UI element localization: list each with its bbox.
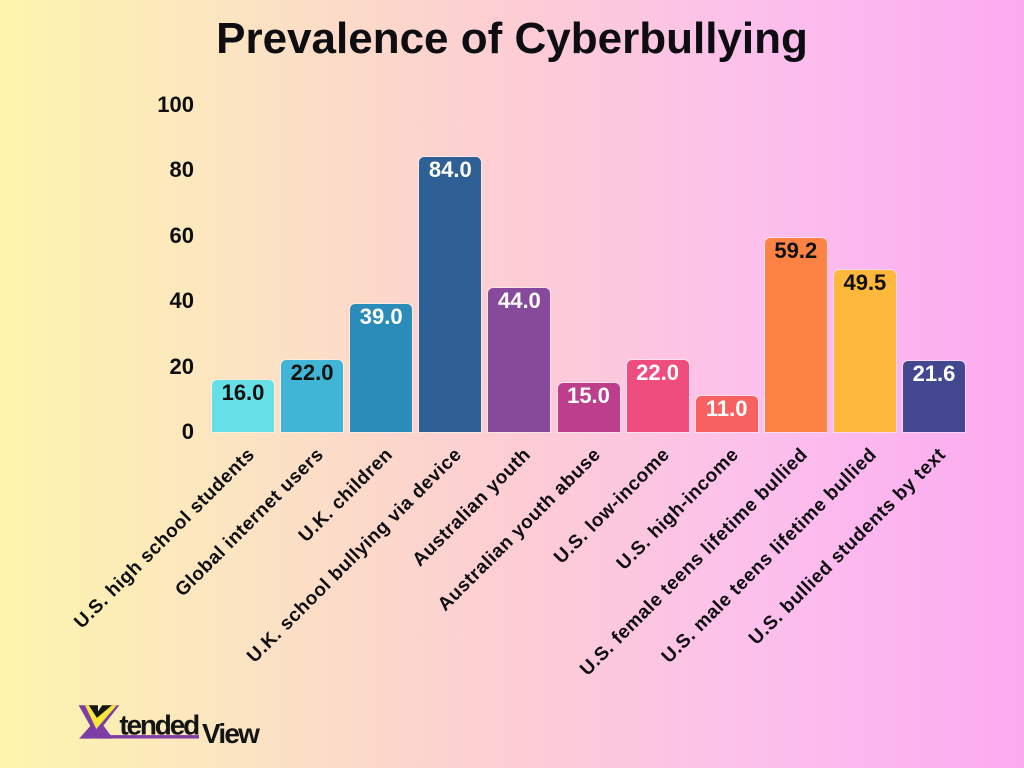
svg-text:View: View (202, 718, 260, 747)
svg-text:tended: tended (119, 710, 199, 741)
